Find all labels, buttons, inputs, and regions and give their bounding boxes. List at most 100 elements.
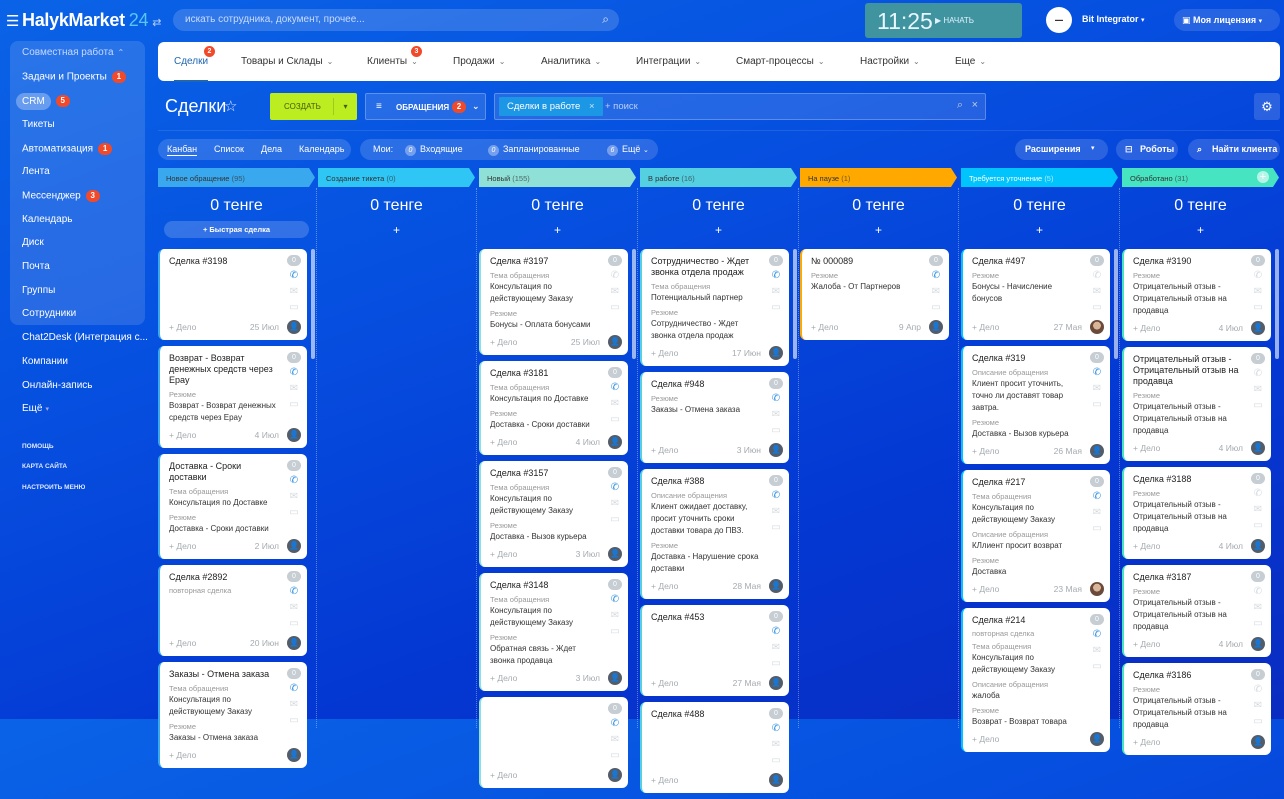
chat-icon[interactable]: ▭	[610, 302, 620, 313]
deal-card[interactable]: Сделка #3198 0 ✆ ✉ ▭ + Дело 25 Июл 👤	[158, 249, 307, 340]
avatar[interactable]: 👤	[287, 428, 301, 442]
column-scrollbar[interactable]	[632, 249, 636, 359]
add-activity-link[interactable]: + Дело	[651, 678, 679, 688]
add-card-icon[interactable]: +	[1035, 223, 1043, 237]
sidebar-item[interactable]: Диск	[22, 237, 44, 248]
deal-title[interactable]: Сделка #3148	[490, 580, 549, 590]
deal-title[interactable]: Сделка #388	[651, 476, 705, 486]
tab-0[interactable]: Сделки 2	[174, 46, 215, 82]
column-scrollbar[interactable]	[311, 249, 315, 359]
chat-icon[interactable]: ▭	[771, 425, 781, 436]
add-activity-link[interactable]: + Дело	[972, 734, 1000, 744]
chat-icon[interactable]: ▭	[771, 302, 781, 313]
phone-icon[interactable]: ✆	[1253, 368, 1263, 379]
avatar[interactable]: 👤	[608, 335, 622, 349]
mail-icon[interactable]: ✉	[1092, 507, 1102, 518]
star-icon[interactable]: ☆	[224, 98, 238, 115]
phone-icon[interactable]: ✆	[289, 270, 299, 281]
phone-icon[interactable]: ✆	[771, 626, 781, 637]
deal-card[interactable]: Возврат - Возврат денежных средств через…	[158, 346, 307, 448]
avatar[interactable]	[1090, 582, 1104, 596]
create-button[interactable]: СОЗДАТЬ ▾	[270, 93, 357, 120]
tab-7[interactable]: Настройки ⌄	[860, 56, 920, 67]
deal-card[interactable]: Сделка #948 Резюме Заказы - Отмена заказа 0…	[640, 372, 789, 463]
view-3[interactable]: Календарь	[299, 144, 345, 154]
deal-title[interactable]: Сделка #497	[972, 256, 1026, 266]
column-header[interactable]: Требуется уточнение (5)	[961, 168, 1118, 187]
search-icon[interactable]: ⌕	[956, 99, 963, 111]
add-card-icon[interactable]: +	[714, 223, 722, 237]
avatar[interactable]: 👤	[1251, 539, 1265, 553]
deal-title[interactable]: Возврат - Возврат денежных средств через…	[169, 353, 273, 385]
deal-card[interactable]: Сделка #388 Описание обращения Клиент ожид…	[640, 469, 789, 599]
avatar[interactable]: 👤	[1251, 637, 1265, 651]
avatar[interactable]: 👤	[769, 676, 783, 690]
deal-title[interactable]: Сделка #214	[972, 615, 1026, 625]
mail-icon[interactable]: ✉	[610, 398, 620, 409]
chat-icon[interactable]: ▭	[289, 618, 299, 629]
license-button[interactable]: ▣ Моя лицензия ▾	[1174, 9, 1280, 31]
clear-icon[interactable]: ×	[971, 99, 978, 111]
deal-card[interactable]: Сделка #214 повторная сделка Тема обращени…	[961, 608, 1110, 752]
column-header[interactable]: В работе (16)	[640, 168, 797, 187]
chat-icon[interactable]: ▭	[1092, 399, 1102, 410]
mail-icon[interactable]: ✉	[1253, 384, 1263, 395]
mail-icon[interactable]: ✉	[771, 409, 781, 420]
avatar[interactable]: 👤	[287, 636, 301, 650]
tab-5[interactable]: Интеграции ⌄	[636, 56, 701, 67]
add-activity-link[interactable]: + Дело	[1133, 541, 1161, 551]
avatar[interactable]: 👤	[769, 443, 783, 457]
settings-gear-icon[interactable]: ⚙	[1254, 93, 1280, 120]
chat-icon[interactable]: ▭	[1253, 302, 1263, 313]
deal-title[interactable]: Сделка #3186	[1133, 670, 1192, 680]
chat-icon[interactable]: ▭	[771, 755, 781, 766]
deal-card[interactable]: Сделка #497 Резюме Бонусы - Начисление бон…	[961, 249, 1110, 340]
add-activity-link[interactable]: + Дело	[651, 775, 679, 785]
avatar[interactable]: 👤	[1090, 732, 1104, 746]
deal-title[interactable]: Сделка #3187	[1133, 572, 1192, 582]
counter-planned[interactable]: 0 Запланированные	[488, 144, 580, 156]
filter-search-input[interactable]: + поиск	[605, 101, 638, 112]
phone-icon[interactable]: ✆	[289, 475, 299, 486]
start-button[interactable]: ▶ НАЧАТЬ	[935, 16, 974, 25]
column-header[interactable]: Новый (155)	[479, 168, 636, 187]
chat-icon[interactable]: ▭	[931, 302, 941, 313]
phone-icon[interactable]: ✆	[771, 490, 781, 501]
avatar[interactable]: 👤	[608, 435, 622, 449]
phone-icon[interactable]: ✆	[610, 482, 620, 493]
deal-title[interactable]: Отрицательный отзыв - Отрицательный отзы…	[1133, 354, 1239, 386]
mail-icon[interactable]: ✉	[771, 286, 781, 297]
deal-card[interactable]: Сделка #3187 Резюме Отрицательный отзыв - …	[1122, 565, 1271, 657]
add-activity-link[interactable]: + Дело	[972, 446, 1000, 456]
sidebar-group-header[interactable]: Совместная работа ⌃	[22, 47, 124, 58]
chat-icon[interactable]: ▭	[1092, 661, 1102, 672]
avatar[interactable]: 👤	[608, 547, 622, 561]
phone-icon[interactable]: ✆	[771, 393, 781, 404]
sidebar-footer-link[interactable]: КАРТА САЙТА	[22, 463, 68, 470]
deal-card[interactable]: Сделка #2892 повторная сделка 0 ✆ ✉ ▭ + Дело 20…	[158, 565, 307, 656]
menu-icon[interactable]: ☰	[6, 13, 20, 30]
deal-title[interactable]: Сделка #3197	[490, 256, 549, 266]
mail-icon[interactable]: ✉	[289, 491, 299, 502]
mail-icon[interactable]: ✉	[771, 642, 781, 653]
view-1[interactable]: Список	[214, 144, 244, 154]
deal-title[interactable]: № 000089	[811, 256, 854, 266]
mail-icon[interactable]: ✉	[289, 383, 299, 394]
add-activity-link[interactable]: + Дело	[1133, 323, 1161, 333]
add-activity-link[interactable]: + Дело	[490, 337, 518, 347]
sidebar-item[interactable]: Задачи и Проекты 1	[22, 71, 126, 83]
chat-icon[interactable]: ▭	[1253, 520, 1263, 531]
sidebar-item[interactable]: Сотрудники	[22, 308, 76, 319]
column-header[interactable]: На паузе (1)	[800, 168, 957, 187]
phone-icon[interactable]: ✆	[771, 270, 781, 281]
deal-title[interactable]: Сделка #319	[972, 353, 1026, 363]
add-activity-link[interactable]: + Дело	[651, 348, 679, 358]
add-activity-link[interactable]: + Дело	[1133, 443, 1161, 453]
avatar[interactable]: 👤	[1251, 735, 1265, 749]
deal-title[interactable]: Сотрудничество - Ждет звонка отдела прод…	[651, 256, 750, 277]
mail-icon[interactable]: ✉	[771, 739, 781, 750]
mail-icon[interactable]: ✉	[1253, 286, 1263, 297]
add-activity-link[interactable]: + Дело	[651, 581, 679, 591]
chat-icon[interactable]: ▭	[610, 750, 620, 761]
chat-icon[interactable]: ▭	[1092, 523, 1102, 534]
